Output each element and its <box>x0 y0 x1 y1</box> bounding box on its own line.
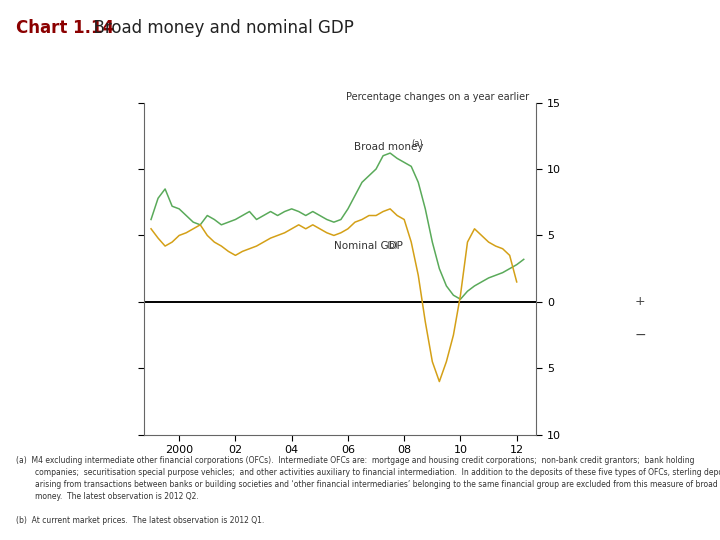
Text: (a): (a) <box>411 139 423 148</box>
Text: (b): (b) <box>386 241 397 250</box>
Text: Broad money: Broad money <box>354 142 423 152</box>
Text: (b)  At current market prices.  The latest observation is 2012 Q1.: (b) At current market prices. The latest… <box>16 516 264 525</box>
Text: +: + <box>634 295 645 308</box>
Text: −: − <box>634 328 646 342</box>
Text: Percentage changes on a year earlier: Percentage changes on a year earlier <box>346 91 529 102</box>
Text: (a)  M4 excluding intermediate other financial corporations (OFCs).  Intermediat: (a) M4 excluding intermediate other fina… <box>16 456 720 501</box>
Text: Chart 1.14: Chart 1.14 <box>16 19 114 37</box>
Text: Broad money and nominal GDP: Broad money and nominal GDP <box>83 19 354 37</box>
Text: Nominal GDP: Nominal GDP <box>334 241 402 251</box>
